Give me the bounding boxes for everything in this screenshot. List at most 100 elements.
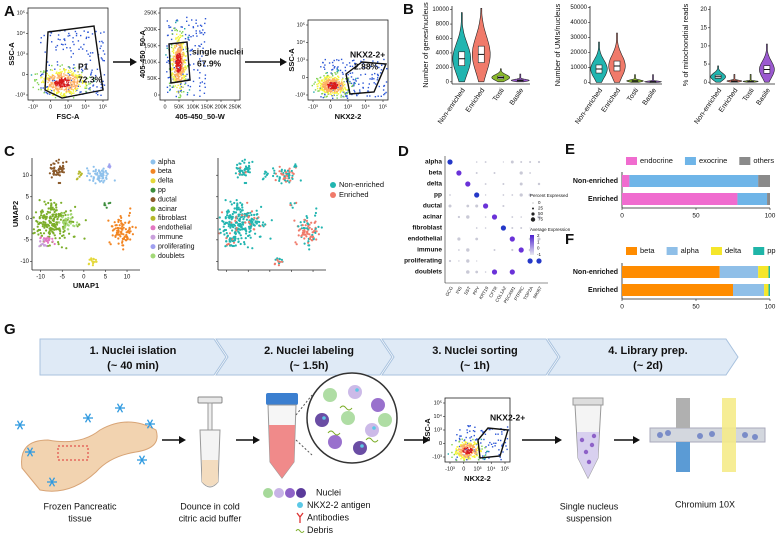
event-dot [340, 89, 343, 92]
expression-dot [491, 214, 498, 220]
event-dot [64, 88, 67, 91]
event-dot [53, 86, 55, 89]
event-dot [44, 71, 46, 73]
cell-dot [50, 208, 53, 211]
cell-dot [289, 202, 292, 205]
event-dot [40, 89, 42, 91]
cell-dot [274, 179, 277, 182]
expression-dot [466, 270, 470, 274]
event-dot [181, 78, 183, 80]
expression-dot [491, 269, 498, 275]
event-dot [336, 84, 339, 86]
event-dot [179, 75, 181, 78]
event-dot [172, 73, 174, 75]
event-dot [328, 83, 330, 86]
cell-dot [68, 220, 71, 223]
violin-shape [626, 74, 644, 83]
event-dot [383, 58, 385, 61]
event-dot [182, 42, 185, 45]
event-dot [460, 454, 462, 457]
size-swatch [532, 202, 534, 204]
expression-dot [475, 204, 479, 208]
cell-dot [100, 169, 103, 172]
cell-dot [59, 218, 63, 221]
cell-dot [76, 221, 79, 224]
event-dot [347, 77, 350, 79]
row-label: fibroblast [412, 225, 442, 232]
cell-dot [246, 201, 249, 204]
event-dot [482, 458, 484, 460]
cell-dot [303, 220, 306, 223]
event-dot [37, 83, 40, 86]
event-dot [471, 451, 474, 453]
event-dot [48, 76, 51, 78]
cell-dot [314, 220, 317, 223]
expression-dot [484, 271, 487, 273]
event-dot [324, 85, 327, 87]
event-dot [94, 74, 97, 77]
cell-dot [40, 211, 43, 215]
event-dot [341, 84, 344, 86]
cell-dot [247, 220, 251, 224]
event-dot [51, 75, 54, 77]
event-dot [46, 78, 48, 80]
event-dot [338, 76, 340, 78]
antigen [355, 388, 359, 392]
event-dot [175, 68, 177, 70]
event-dot [326, 75, 328, 78]
event-dot [473, 443, 476, 445]
expression-dot [520, 161, 523, 163]
cell-dot [248, 230, 251, 234]
violin-shape [643, 74, 663, 83]
event-dot [364, 73, 367, 75]
violin-shape [510, 73, 530, 83]
event-dot [57, 34, 60, 36]
event-dot [53, 77, 56, 79]
x-tick-label: 10⁴ [361, 103, 370, 110]
event-dot [179, 87, 181, 89]
cell-dot [306, 227, 309, 230]
event-dot [181, 71, 183, 73]
event-dot [181, 45, 183, 48]
event-dot [326, 90, 329, 92]
event-dot [356, 94, 358, 97]
antigen [322, 416, 326, 420]
cell-dot [119, 219, 122, 222]
event-dot [363, 66, 365, 69]
event-dot [347, 90, 349, 92]
cell-dot [226, 214, 229, 217]
legend-swatch [150, 253, 156, 259]
event-dot [56, 81, 59, 84]
event-dot [30, 74, 33, 76]
event-dot [323, 89, 325, 91]
event-dot [177, 55, 180, 57]
legend-nucleus [296, 488, 306, 498]
event-dot [317, 78, 319, 80]
cell-dot [94, 260, 98, 263]
event-dot [180, 35, 183, 37]
bar-segment [758, 266, 769, 278]
event-dot [468, 454, 470, 457]
event-dot [59, 77, 61, 79]
cell-dot [240, 209, 243, 212]
event-dot [171, 50, 174, 53]
event-dot [177, 53, 179, 55]
event-dot [352, 78, 354, 81]
event-dot [69, 71, 71, 74]
event-dot [347, 88, 349, 91]
cell-dot [99, 174, 102, 177]
event-dot [202, 62, 205, 64]
event-dot [182, 73, 184, 75]
event-dot [373, 82, 375, 84]
legend-label: 2 [537, 233, 540, 238]
event-dot [367, 86, 370, 89]
legend-swatch [150, 197, 156, 203]
event-dot [197, 69, 199, 71]
event-dot [95, 30, 97, 33]
event-dot [46, 72, 48, 75]
expression-dot [465, 181, 471, 187]
legend-label: -1 [537, 252, 541, 257]
event-dot [176, 64, 179, 66]
event-dot [333, 90, 336, 93]
event-dot [41, 76, 43, 78]
